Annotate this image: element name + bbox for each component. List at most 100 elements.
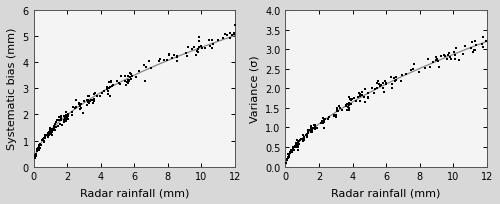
Point xyxy=(117,74,125,78)
Point xyxy=(338,109,346,112)
Point xyxy=(290,146,298,149)
Point xyxy=(124,79,132,83)
Point xyxy=(86,100,94,103)
Point xyxy=(190,46,198,49)
Point xyxy=(292,146,300,149)
Point xyxy=(32,155,40,159)
Point xyxy=(356,100,364,103)
Point xyxy=(294,141,302,145)
Point xyxy=(330,115,338,118)
Point xyxy=(194,40,202,43)
Point xyxy=(32,154,40,158)
Point xyxy=(320,122,328,125)
Point xyxy=(310,123,318,127)
Point xyxy=(60,116,68,120)
Point xyxy=(330,114,338,117)
Point xyxy=(343,103,351,106)
Point xyxy=(84,102,92,105)
Point xyxy=(93,95,101,99)
Point xyxy=(370,92,378,95)
Point xyxy=(121,75,129,78)
Point xyxy=(294,145,302,149)
Point xyxy=(44,135,52,138)
Point xyxy=(38,144,46,147)
Point xyxy=(36,147,44,150)
Point xyxy=(165,53,173,57)
Point xyxy=(126,78,134,81)
Point xyxy=(291,145,299,149)
Point xyxy=(58,119,66,122)
Point xyxy=(54,119,62,122)
Point xyxy=(87,99,95,102)
Point xyxy=(444,52,452,56)
Point xyxy=(64,113,72,116)
Point xyxy=(313,126,321,130)
Point xyxy=(40,140,48,143)
Point xyxy=(184,46,192,49)
Point xyxy=(72,106,80,109)
Point xyxy=(162,59,170,62)
Point xyxy=(478,43,486,47)
Point xyxy=(371,88,379,91)
Point xyxy=(174,55,182,58)
Point xyxy=(479,36,487,39)
Point xyxy=(194,49,202,52)
Point xyxy=(45,133,53,137)
Point xyxy=(50,124,58,128)
Point xyxy=(344,106,352,109)
Point xyxy=(392,76,400,79)
Point xyxy=(429,61,437,64)
Point xyxy=(231,24,239,28)
Point xyxy=(84,99,92,102)
Point xyxy=(435,66,443,70)
Point xyxy=(346,96,354,99)
Point xyxy=(286,151,294,154)
Point xyxy=(387,76,395,80)
Point xyxy=(36,149,44,152)
Point xyxy=(364,92,372,95)
Point xyxy=(230,33,238,37)
Point xyxy=(298,138,306,141)
Point xyxy=(332,115,340,119)
Point xyxy=(292,143,300,147)
Point xyxy=(205,40,213,43)
Point xyxy=(46,129,54,132)
Point xyxy=(285,154,293,157)
Point xyxy=(116,83,124,86)
Point xyxy=(106,80,114,83)
Point xyxy=(311,127,319,131)
Point xyxy=(106,85,114,89)
Point xyxy=(308,125,316,128)
Point xyxy=(33,150,41,153)
Point xyxy=(125,79,133,82)
Point xyxy=(472,45,480,48)
Point xyxy=(198,47,206,50)
Point xyxy=(170,54,177,58)
Point xyxy=(92,92,100,95)
Point xyxy=(294,143,302,147)
Point xyxy=(342,104,349,107)
Point xyxy=(54,124,62,128)
Point xyxy=(294,148,302,152)
Point xyxy=(52,121,60,124)
Point xyxy=(89,102,97,105)
Point xyxy=(373,82,381,85)
Point xyxy=(172,60,180,63)
Point xyxy=(356,93,364,96)
Point xyxy=(214,39,222,42)
Point xyxy=(90,93,98,96)
Point xyxy=(52,125,60,129)
Point xyxy=(125,80,133,83)
Point xyxy=(106,95,114,98)
Point xyxy=(108,85,116,88)
Point xyxy=(302,133,310,136)
Point xyxy=(32,153,40,157)
Point xyxy=(310,124,318,127)
Point xyxy=(390,80,398,83)
Point xyxy=(48,133,56,137)
Point xyxy=(104,86,112,89)
Point xyxy=(433,58,441,61)
Point xyxy=(288,149,296,152)
Point xyxy=(141,80,149,83)
Point xyxy=(447,59,455,62)
